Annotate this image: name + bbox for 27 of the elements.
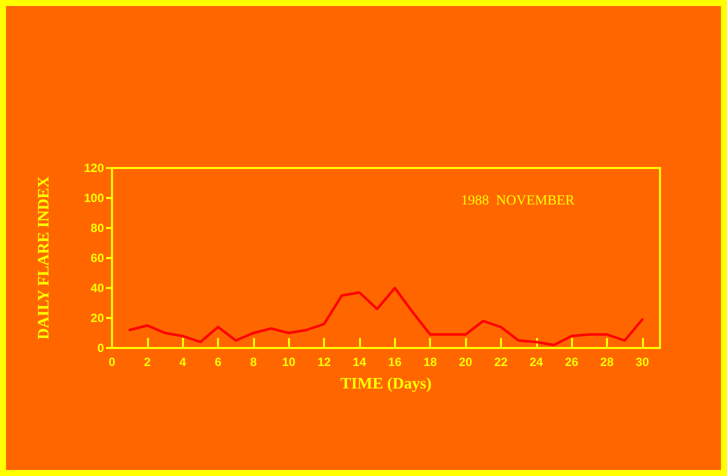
y-tick-label: 80: [90, 221, 104, 235]
x-tick-label: 26: [564, 355, 579, 369]
x-tick-label: 0: [108, 355, 116, 369]
y-tick-label: 20: [90, 311, 104, 325]
y-tick-label: 40: [90, 281, 104, 295]
x-tick-label: 24: [530, 355, 544, 369]
annotation: 1988 NOVEMBER: [461, 194, 576, 208]
x-tick-label: 18: [424, 355, 438, 369]
x-tick-label: 28: [600, 355, 614, 369]
x-tick-label: 22: [494, 355, 508, 369]
x-tick-label: 16: [388, 355, 402, 369]
x-tick-label: 6: [214, 355, 222, 369]
y-tick-label: 120: [84, 161, 104, 175]
y-tick-label: 0: [97, 341, 104, 355]
x-tick-label: 8: [250, 355, 258, 369]
line-series: [128, 286, 644, 346]
x-tick-label: 10: [282, 355, 296, 369]
x-tick-label: 30: [636, 355, 650, 369]
y-tick-label: 100: [84, 191, 104, 205]
x-tick-label: 12: [317, 355, 332, 369]
x-tick-label: 14: [352, 355, 366, 369]
y-axis-title: DAILY FLARE INDEX: [36, 176, 52, 340]
y-tick-label: 60: [90, 251, 104, 265]
x-tick-label: 4: [179, 355, 186, 369]
x-axis-title: TIME (Days): [340, 376, 432, 392]
x-tick-label: 2: [144, 355, 152, 369]
x-tick-label: 20: [458, 355, 473, 369]
